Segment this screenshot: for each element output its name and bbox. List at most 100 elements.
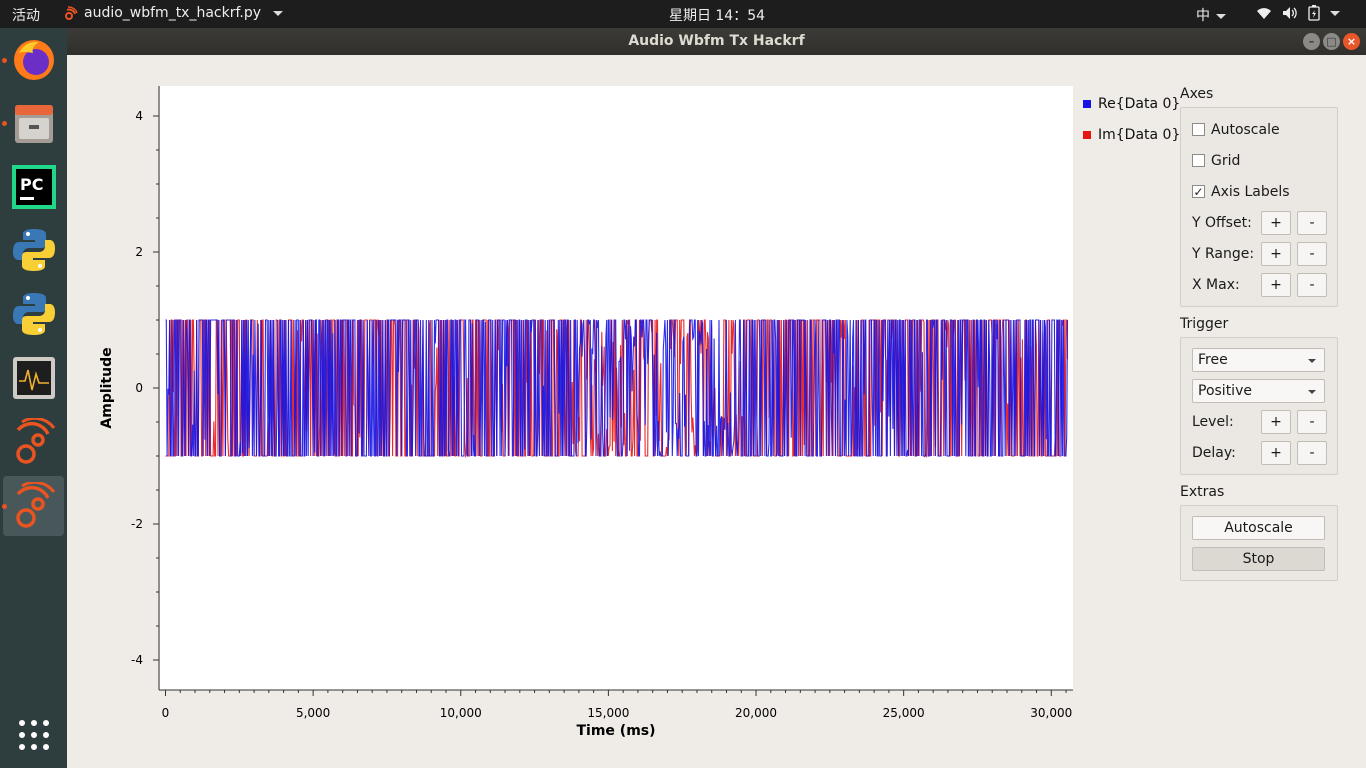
window-content: 4 2 0 -2 -4 0 5,000 10,000 15,000 20,000 25,000 30,… xyxy=(67,55,1366,768)
trigger-delay-label: Delay: xyxy=(1192,444,1236,461)
dock-item-gnuradio[interactable] xyxy=(3,412,64,472)
delay-minus-button[interactable]: - xyxy=(1297,440,1327,465)
chevron-down-icon xyxy=(1216,13,1226,19)
x-axis-label: Time (ms) xyxy=(576,723,655,739)
input-method-menu[interactable]: 中 xyxy=(1196,5,1226,25)
maximize-button[interactable]: □ xyxy=(1323,33,1340,50)
dock-item-firefox[interactable] xyxy=(3,30,64,90)
trigger-slope-select[interactable]: Positive xyxy=(1192,378,1325,403)
dock-item-gnuradio-2[interactable] xyxy=(3,476,64,536)
running-indicator xyxy=(2,504,7,509)
python-icon xyxy=(12,293,55,335)
legend-label-re: Re{Data 0} xyxy=(1098,95,1181,112)
top-bar: 活动 audio_wbfm_tx_hackrf.py 星期日 14：54 中 xyxy=(0,0,1366,28)
y-range-plus-button[interactable]: + xyxy=(1261,241,1291,266)
window-title: Audio Wbfm Tx Hackrf xyxy=(628,33,805,49)
legend-swatch-re xyxy=(1083,99,1091,108)
y-range-label: Y Range: xyxy=(1192,245,1255,262)
x-tick-label: 10,000 xyxy=(440,706,482,720)
activities-button[interactable]: 活动 xyxy=(12,8,40,24)
y-offset-minus-button[interactable]: - xyxy=(1297,210,1327,235)
maximize-icon: □ xyxy=(1326,35,1337,48)
y-tick-label: -4 xyxy=(131,653,143,667)
legend-item-re[interactable]: Re{Data 0} xyxy=(1083,88,1180,119)
dock: PC xyxy=(0,28,67,768)
x-max-minus-button[interactable]: - xyxy=(1297,272,1327,297)
trigger-mode-select[interactable]: Free xyxy=(1192,347,1325,372)
volume-icon xyxy=(1283,7,1297,19)
chevron-down-icon xyxy=(273,10,284,16)
minimize-icon: – xyxy=(1308,35,1315,48)
axis-labels-checkbox[interactable]: ✓ xyxy=(1192,185,1205,198)
input-method-label: 中 xyxy=(1196,8,1210,24)
plot-traces xyxy=(165,319,1069,459)
show-applications-button[interactable] xyxy=(3,705,64,765)
files-icon xyxy=(14,105,53,143)
delay-plus-button[interactable]: + xyxy=(1261,440,1291,465)
chevron-down-icon xyxy=(1330,10,1340,16)
pycharm-icon: PC xyxy=(11,165,56,209)
level-plus-button[interactable]: + xyxy=(1261,409,1291,434)
trigger-slope-value: Positive xyxy=(1198,382,1252,399)
system-tray[interactable] xyxy=(1256,5,1340,21)
app-menu[interactable]: audio_wbfm_tx_hackrf.py xyxy=(64,5,284,21)
x-max-plus-button[interactable]: + xyxy=(1261,272,1291,297)
axes-group-title: Axes xyxy=(1180,86,1214,102)
y-tick-label: 0 xyxy=(135,381,143,395)
dock-item-files[interactable] xyxy=(3,93,64,153)
clock[interactable]: 星期日 14：54 xyxy=(668,8,766,24)
checkmark-icon: ✓ xyxy=(1193,184,1204,199)
legend-item-im[interactable]: Im{Data 0} xyxy=(1083,119,1180,150)
re-data-0-trace xyxy=(165,319,1069,457)
minimize-button[interactable]: – xyxy=(1303,33,1320,50)
trigger-group-title: Trigger xyxy=(1180,316,1229,332)
system-monitor-icon xyxy=(12,357,55,399)
close-button[interactable]: × xyxy=(1343,33,1360,50)
gnuradio-icon xyxy=(15,482,55,528)
x-tick-label: 15,000 xyxy=(587,706,629,720)
app-menu-label: audio_wbfm_tx_hackrf.py xyxy=(84,5,262,21)
y-axis-label: Amplitude xyxy=(99,347,115,428)
level-minus-button[interactable]: - xyxy=(1297,409,1327,434)
autoscale-button[interactable]: Autoscale xyxy=(1192,515,1325,540)
y-tick-label: -2 xyxy=(131,517,143,531)
legend-swatch-im xyxy=(1083,130,1091,139)
time-sink-plot[interactable]: 4 2 0 -2 -4 0 5,000 10,000 15,000 20,000 25,000 30,… xyxy=(67,55,1077,755)
autoscale-checkbox-row[interactable]: Autoscale xyxy=(1192,114,1327,145)
grid-checkbox-row[interactable]: Grid xyxy=(1192,145,1327,176)
y-offset-plus-button[interactable]: + xyxy=(1261,210,1291,235)
extras-group: Autoscale Stop xyxy=(1180,505,1338,581)
firefox-icon xyxy=(13,40,54,80)
grid-checkbox[interactable] xyxy=(1192,154,1205,167)
x-tick-label: 30,000 xyxy=(1030,706,1072,720)
chevron-down-icon xyxy=(1308,358,1316,363)
autoscale-checkbox[interactable] xyxy=(1192,123,1205,136)
chevron-down-icon xyxy=(1308,389,1316,394)
dock-item-python[interactable] xyxy=(3,220,64,280)
dock-item-pycharm[interactable]: PC xyxy=(3,157,64,217)
y-range-minus-button[interactable]: - xyxy=(1297,241,1327,266)
close-icon: × xyxy=(1346,35,1357,48)
y-tick-label: 4 xyxy=(135,109,143,123)
stop-button[interactable]: Stop xyxy=(1192,546,1325,571)
dock-item-python-2[interactable] xyxy=(3,284,64,344)
dock-item-system-monitor[interactable] xyxy=(3,348,64,408)
x-tick-label: 0 xyxy=(162,706,170,720)
python-icon xyxy=(12,229,55,271)
window-titlebar[interactable]: Audio Wbfm Tx Hackrf – □ × xyxy=(67,28,1366,55)
x-tick-label: 20,000 xyxy=(735,706,777,720)
legend-label-im: Im{Data 0} xyxy=(1098,126,1181,143)
running-indicator xyxy=(2,121,7,126)
plot-axes: 4 2 0 -2 -4 0 5,000 10,000 15,000 20,000 25,000 30,… xyxy=(131,86,1073,720)
axis-labels-checkbox-row[interactable]: ✓ Axis Labels xyxy=(1192,176,1327,207)
battery-icon xyxy=(1308,5,1320,21)
trigger-group: Free Positive Level: + - Delay: + - xyxy=(1180,337,1338,475)
x-tick-label: 5,000 xyxy=(296,706,330,720)
gnuradio-icon xyxy=(15,418,55,464)
autoscale-checkbox-label: Autoscale xyxy=(1211,121,1280,138)
control-panel: Axes Autoscale Grid ✓ Axis Labels Y Offs… xyxy=(1180,85,1338,581)
x-max-label: X Max: xyxy=(1192,276,1240,293)
trigger-mode-value: Free xyxy=(1198,351,1228,368)
x-tick-label: 25,000 xyxy=(883,706,925,720)
axes-group: Autoscale Grid ✓ Axis Labels Y Offset: +… xyxy=(1180,107,1338,307)
